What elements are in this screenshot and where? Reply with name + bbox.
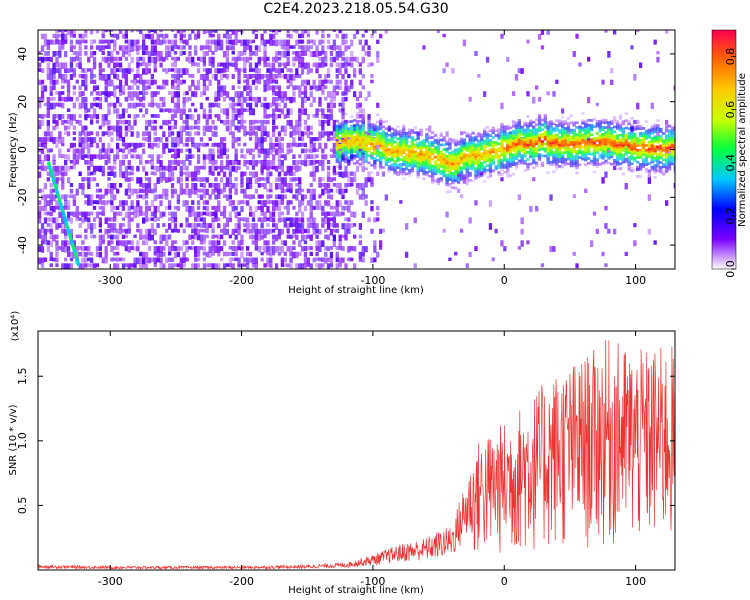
x-tick-label: 100 xyxy=(625,274,646,287)
colorbar-tick-label: 0.6 xyxy=(724,101,737,119)
x-tick-label: -300 xyxy=(98,274,123,287)
snr-y-axis-label: SNR (10 * v/v) xyxy=(8,404,19,475)
x-tick-label: -200 xyxy=(229,575,254,588)
y-tick-label: 1.5 xyxy=(16,367,29,385)
snr-x-ticks: -300 -200 -100 0 100 xyxy=(98,331,646,588)
y-tick-label: 40 xyxy=(16,47,29,61)
colorbar-label: Normalized spectral amplitude xyxy=(737,73,748,227)
spectrogram-x-axis-label: Height of straight line (km) xyxy=(288,285,424,296)
x-tick-label: -200 xyxy=(229,274,254,287)
x-tick-label: 0 xyxy=(501,575,508,588)
y-tick-label: 0 xyxy=(16,146,29,153)
snr-panel: -300 -200 -100 0 100 0.5 1.0 1.5 Height of str… xyxy=(8,311,676,596)
snr-series-line xyxy=(38,340,675,570)
spectrogram-y-ticks: -40 -20 0 20 40 xyxy=(16,47,675,254)
x-tick-label: -300 xyxy=(98,575,123,588)
spectrogram-y-axis-label: Frequency (Hz) xyxy=(8,112,19,188)
y-tick-label: 20 xyxy=(16,95,29,109)
y-tick-label: 1.0 xyxy=(16,432,29,450)
snr-x-axis-label: Height of straight line (km) xyxy=(288,585,424,596)
figure-title: C2E4.2023.218.05.54.G30 xyxy=(263,1,449,17)
colorbar-bar xyxy=(711,29,737,270)
x-tick-label: -100 xyxy=(360,575,385,588)
snr-y-ticks: 0.5 1.0 1.5 xyxy=(16,367,675,514)
x-tick-label: -100 xyxy=(360,274,385,287)
snr-y-multiplier: (x10⁴) xyxy=(10,311,21,342)
y-tick-label: 0.5 xyxy=(16,497,29,515)
snr-frame xyxy=(37,330,676,571)
colorbar-tick-label: 0.4 xyxy=(724,154,737,172)
y-tick-label: -40 xyxy=(16,236,29,254)
x-tick-label: 0 xyxy=(501,274,508,287)
y-tick-label: -20 xyxy=(16,188,29,206)
colorbar-tick-label: 0.0 xyxy=(724,260,737,278)
colorbar-tick-label: 0.8 xyxy=(724,48,737,66)
colorbar-tick-label: 0.2 xyxy=(724,207,737,225)
spectrogram-heatmap xyxy=(38,30,675,269)
x-tick-label: 100 xyxy=(625,575,646,588)
colorbar: 0.0 0.2 0.4 0.6 0.8 Normalized spectral ampl… xyxy=(711,29,748,278)
colorbar-ticks: 0.0 0.2 0.4 0.6 0.8 xyxy=(724,48,737,278)
spectrogram-x-ticks: -300 -200 -100 0 100 xyxy=(98,30,646,287)
